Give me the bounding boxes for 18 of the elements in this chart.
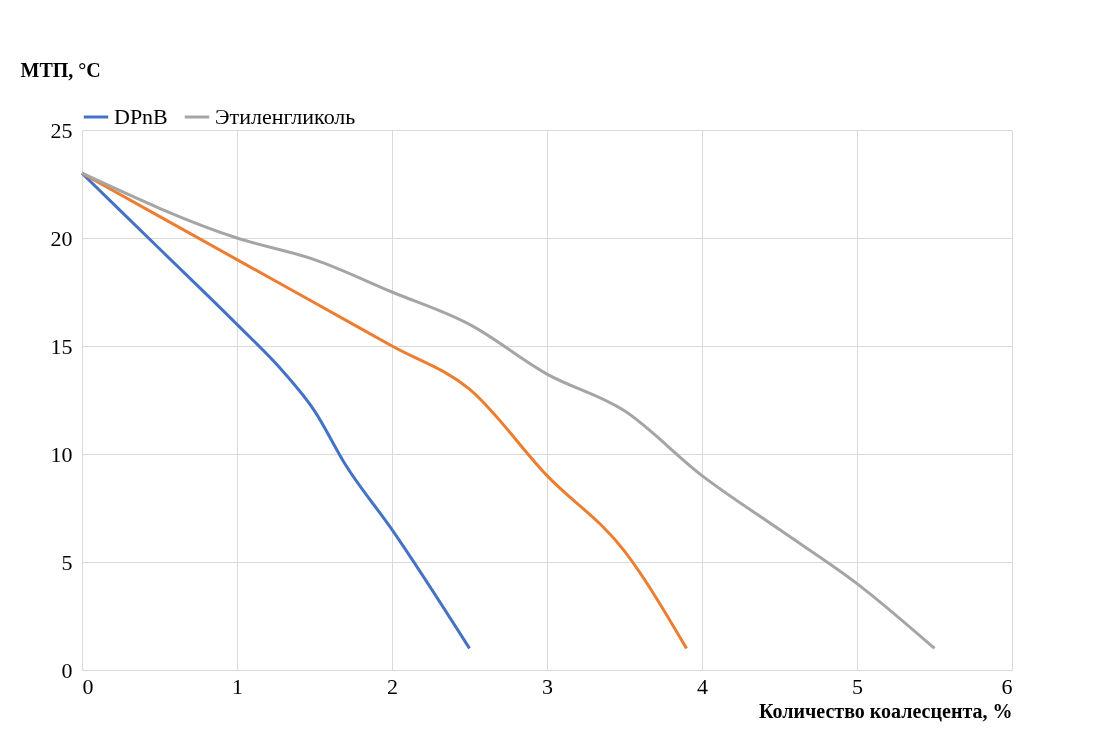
y-tick-label: 20	[50, 225, 73, 251]
y-tick-label: 25	[50, 117, 73, 143]
y-tick-label: 15	[50, 333, 73, 359]
y-axis-title: МТП, °C	[20, 58, 101, 81]
y-tick-label: 10	[50, 441, 73, 467]
x-tick-label: 0	[82, 673, 94, 699]
legend-label: Этиленгликоль	[215, 104, 356, 129]
x-tick-label: 5	[852, 673, 863, 699]
y-tick-label: 0	[61, 657, 73, 683]
x-tick-label: 1	[232, 673, 243, 699]
line-series	[80, 171, 936, 650]
x-axis-title: Количество коалесцента, %	[759, 699, 1013, 722]
y-tick-label: 5	[61, 549, 73, 575]
x-tick-label: 6	[1001, 673, 1013, 699]
x-tick-label: 4	[697, 673, 708, 699]
x-tick-label: 2	[387, 673, 398, 699]
x-tick-label: 3	[542, 673, 553, 699]
legend-label: DPnB	[114, 104, 168, 129]
